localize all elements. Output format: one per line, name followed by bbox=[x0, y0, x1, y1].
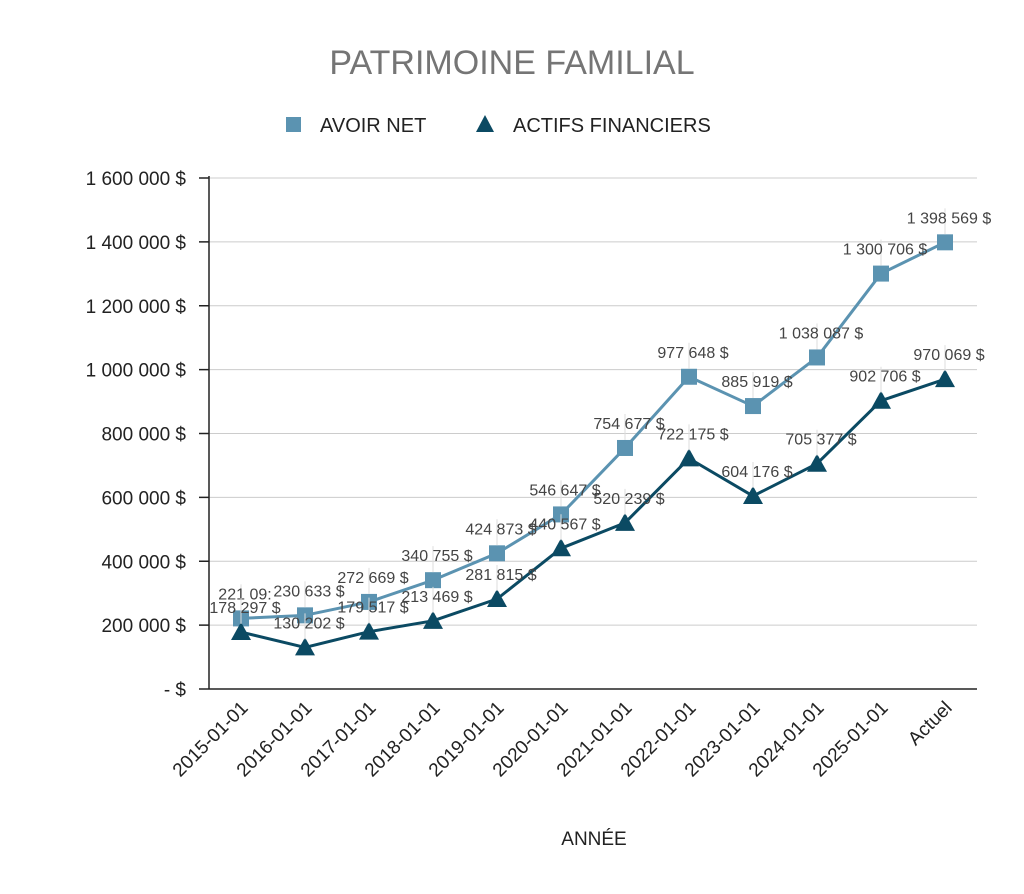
y-axis: - $ 200 000 $ 400 000 $ 600 000 $ 800 000 $ 1… bbox=[86, 169, 210, 701]
y-tick-label: - $ bbox=[164, 680, 187, 701]
data-label: 520 239 $ bbox=[593, 491, 664, 508]
series-line-actifs-financiers bbox=[240, 377, 946, 649]
data-label: 272 669 $ bbox=[337, 570, 408, 587]
legend-item-avoir-net[interactable]: AVOIR NET bbox=[286, 115, 426, 137]
data-point-square bbox=[745, 398, 761, 415]
data-point-triangle bbox=[807, 453, 827, 472]
legend-marker-square bbox=[286, 117, 301, 132]
data-point-triangle bbox=[615, 512, 635, 531]
legend-label-avoir-net: AVOIR NET bbox=[320, 115, 426, 137]
data-labels: 221 09: 230 633 $272 669 $ 340 755 $ 424 87… bbox=[209, 208, 992, 640]
legend-marker-triangle bbox=[476, 115, 494, 132]
data-label: 178 297 $ bbox=[209, 600, 280, 617]
data-point-square bbox=[617, 439, 633, 456]
data-point-triangle bbox=[551, 538, 571, 557]
data-point-square bbox=[681, 368, 697, 385]
y-tick-label: 200 000 $ bbox=[101, 616, 186, 637]
x-axis: 2015-01-012016-01-012017-01-012018-01-01… bbox=[169, 688, 977, 781]
data-label: 754 677 $ bbox=[593, 416, 664, 433]
y-tick-label: 1 200 000 $ bbox=[86, 297, 187, 318]
y-tick-label: 1 000 000 $ bbox=[86, 361, 187, 382]
data-label: 1 398 569 $ bbox=[907, 210, 992, 227]
data-point-triangle bbox=[935, 369, 955, 388]
legend: AVOIR NET ACTIFS FINANCIERS bbox=[286, 115, 711, 137]
data-label: 221 09: bbox=[218, 586, 271, 603]
x-axis-title: ANNÉE bbox=[561, 829, 626, 850]
y-tick-label: 1 400 000 $ bbox=[86, 233, 187, 254]
y-tick-label: 400 000 $ bbox=[101, 552, 186, 573]
data-point-triangle bbox=[359, 621, 379, 640]
data-label: 902 706 $ bbox=[849, 369, 920, 386]
data-label: 179 517 $ bbox=[337, 600, 408, 617]
data-point-square bbox=[873, 265, 889, 282]
y-tick-label: 1 600 000 $ bbox=[86, 169, 187, 190]
data-label: 440 567 $ bbox=[529, 516, 600, 533]
data-point-triangle bbox=[295, 637, 315, 656]
legend-label-actifs-financiers: ACTIFS FINANCIERS bbox=[513, 115, 711, 137]
data-label: 424 873 $ bbox=[465, 521, 536, 538]
data-point-triangle bbox=[871, 390, 891, 409]
data-label: 230 633 $ bbox=[273, 583, 344, 600]
data-point-triangle bbox=[231, 622, 251, 641]
series-line-avoir-net bbox=[240, 240, 946, 620]
data-label: 213 469 $ bbox=[401, 589, 472, 606]
chart-title: PATRIMOINE FAMILIAL bbox=[329, 44, 694, 82]
data-label: 1 038 087 $ bbox=[779, 325, 864, 342]
data-label: 977 648 $ bbox=[657, 345, 728, 362]
gridlines bbox=[209, 177, 977, 626]
data-label: 340 755 $ bbox=[401, 548, 472, 565]
data-label: 130 202 $ bbox=[273, 615, 344, 632]
data-label: 1 300 706 $ bbox=[843, 242, 928, 259]
data-point-square bbox=[489, 545, 505, 562]
data-point-triangle bbox=[423, 610, 443, 629]
data-label: 604 176 $ bbox=[721, 464, 792, 481]
y-tick-label: 600 000 $ bbox=[101, 488, 186, 509]
series-markers bbox=[231, 234, 955, 656]
data-point-square bbox=[937, 234, 953, 251]
data-label: 705 377 $ bbox=[785, 432, 856, 449]
data-point-triangle bbox=[679, 448, 699, 467]
data-point-square bbox=[809, 349, 825, 366]
data-label: 885 919 $ bbox=[721, 374, 792, 391]
data-label: 546 647 $ bbox=[529, 482, 600, 499]
data-point-square bbox=[425, 572, 441, 589]
x-tick-label: Actuel bbox=[904, 698, 956, 750]
data-point-triangle bbox=[487, 588, 507, 607]
data-label: 970 069 $ bbox=[913, 347, 984, 364]
y-tick-label: 800 000 $ bbox=[101, 425, 186, 446]
legend-item-actifs-financiers[interactable]: ACTIFS FINANCIERS bbox=[476, 115, 711, 137]
data-point-triangle bbox=[743, 486, 763, 505]
data-label: 722 175 $ bbox=[657, 426, 728, 443]
data-label: 281 815 $ bbox=[465, 567, 536, 584]
series-lines bbox=[240, 240, 946, 649]
